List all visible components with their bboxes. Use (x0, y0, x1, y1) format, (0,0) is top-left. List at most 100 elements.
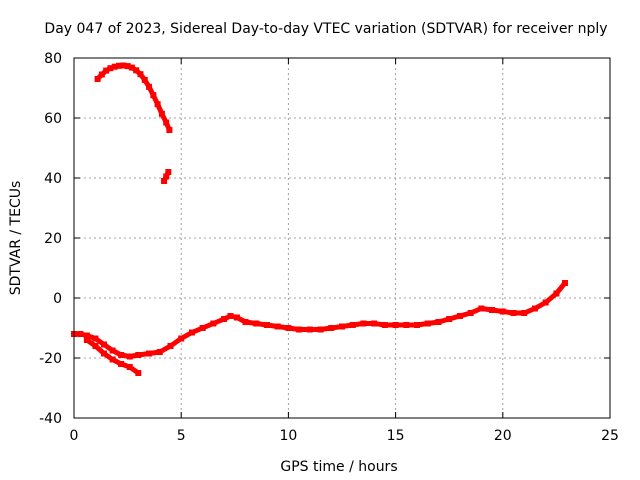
x-tick-label: 25 (601, 428, 619, 444)
data-point (166, 127, 173, 133)
y-tick-label: 40 (44, 171, 62, 187)
data-point (435, 319, 442, 325)
series-arc-low-branch (83, 337, 142, 376)
data-point (118, 352, 125, 358)
data-point (124, 63, 131, 70)
data-point (83, 332, 90, 339)
data-point (146, 350, 153, 357)
data-point (161, 178, 168, 184)
data-point (178, 335, 185, 342)
data-point (199, 325, 206, 331)
data-point (156, 349, 163, 355)
data-point (360, 320, 367, 327)
data-point (141, 76, 148, 83)
data-point (317, 326, 324, 333)
data-point (163, 119, 170, 126)
data-point (328, 325, 335, 331)
data-point (167, 343, 174, 349)
data-point (126, 353, 133, 360)
series-band (95, 63, 172, 133)
data-point (126, 364, 133, 370)
grid (74, 58, 610, 418)
data-point (128, 64, 135, 71)
data-point (116, 62, 123, 69)
data-point (118, 361, 125, 367)
data-point (92, 343, 99, 349)
x-tick-label: 10 (279, 428, 297, 444)
axis-ticks: 0 5 10 15 20 25 -40 -20 0 20 40 60 80 (39, 51, 619, 444)
data-point (478, 305, 485, 312)
x-tick-label: 20 (494, 428, 512, 444)
data-point (163, 173, 170, 180)
data-point (111, 63, 118, 70)
data-point (456, 313, 463, 319)
series-band (71, 280, 568, 359)
data-point (188, 329, 195, 336)
data-point (414, 322, 421, 328)
data-point (210, 320, 217, 327)
data-point (253, 320, 260, 327)
data-point (542, 299, 549, 306)
x-tick-label: 5 (177, 428, 186, 444)
data-point (263, 322, 270, 328)
series-main-trace (71, 280, 568, 360)
data-point (446, 316, 453, 322)
data-point (101, 341, 108, 348)
data-point (98, 71, 105, 78)
data-point (339, 323, 345, 330)
data-point (101, 350, 108, 357)
data-point (285, 325, 292, 331)
data-point (146, 83, 153, 90)
data-point (135, 352, 142, 358)
data-point (109, 356, 116, 363)
y-tick-label: 60 (44, 111, 62, 127)
data-point (221, 316, 228, 322)
data-point (103, 67, 110, 74)
x-axis-label: GPS time / hours (280, 459, 397, 475)
data-point (306, 326, 313, 333)
data-point (83, 337, 90, 343)
data-point (521, 310, 528, 316)
data-point (424, 320, 431, 327)
data-series (71, 62, 568, 376)
data-point (77, 331, 84, 337)
data-point (561, 280, 568, 286)
data-point (349, 322, 356, 328)
data-point (154, 101, 161, 108)
data-point (489, 307, 496, 313)
data-point (242, 319, 249, 325)
y-tick-label: 80 (44, 51, 62, 67)
x-tick-label: 15 (387, 428, 405, 444)
data-point (92, 335, 99, 342)
data-point (371, 320, 378, 327)
data-point (109, 347, 116, 354)
data-point (158, 110, 165, 117)
data-point (150, 92, 157, 99)
data-point (233, 314, 240, 321)
series-segment-high-short (161, 169, 172, 184)
data-point (274, 323, 281, 330)
y-tick-label: 0 (53, 291, 62, 307)
x-tick-label: 0 (70, 428, 79, 444)
chart-title: Day 047 of 2023, Sidereal Day-to-day VTE… (44, 21, 607, 37)
data-point (137, 71, 144, 78)
data-point (94, 76, 101, 82)
data-point (296, 326, 303, 333)
data-point (531, 305, 538, 312)
data-point (467, 310, 474, 316)
series-arc-high (94, 62, 173, 133)
y-tick-label: -20 (39, 351, 62, 367)
data-point (499, 308, 506, 315)
data-point (403, 322, 410, 328)
data-point (381, 322, 388, 328)
y-tick-label: 20 (44, 231, 62, 247)
data-point (107, 65, 114, 72)
data-point (133, 67, 140, 74)
data-point (553, 290, 560, 297)
data-point (392, 322, 399, 328)
y-axis-label: SDTVAR / TECUs (8, 181, 24, 296)
data-point (510, 310, 517, 316)
data-point (165, 169, 172, 175)
data-point (227, 313, 234, 319)
data-point (135, 370, 142, 376)
